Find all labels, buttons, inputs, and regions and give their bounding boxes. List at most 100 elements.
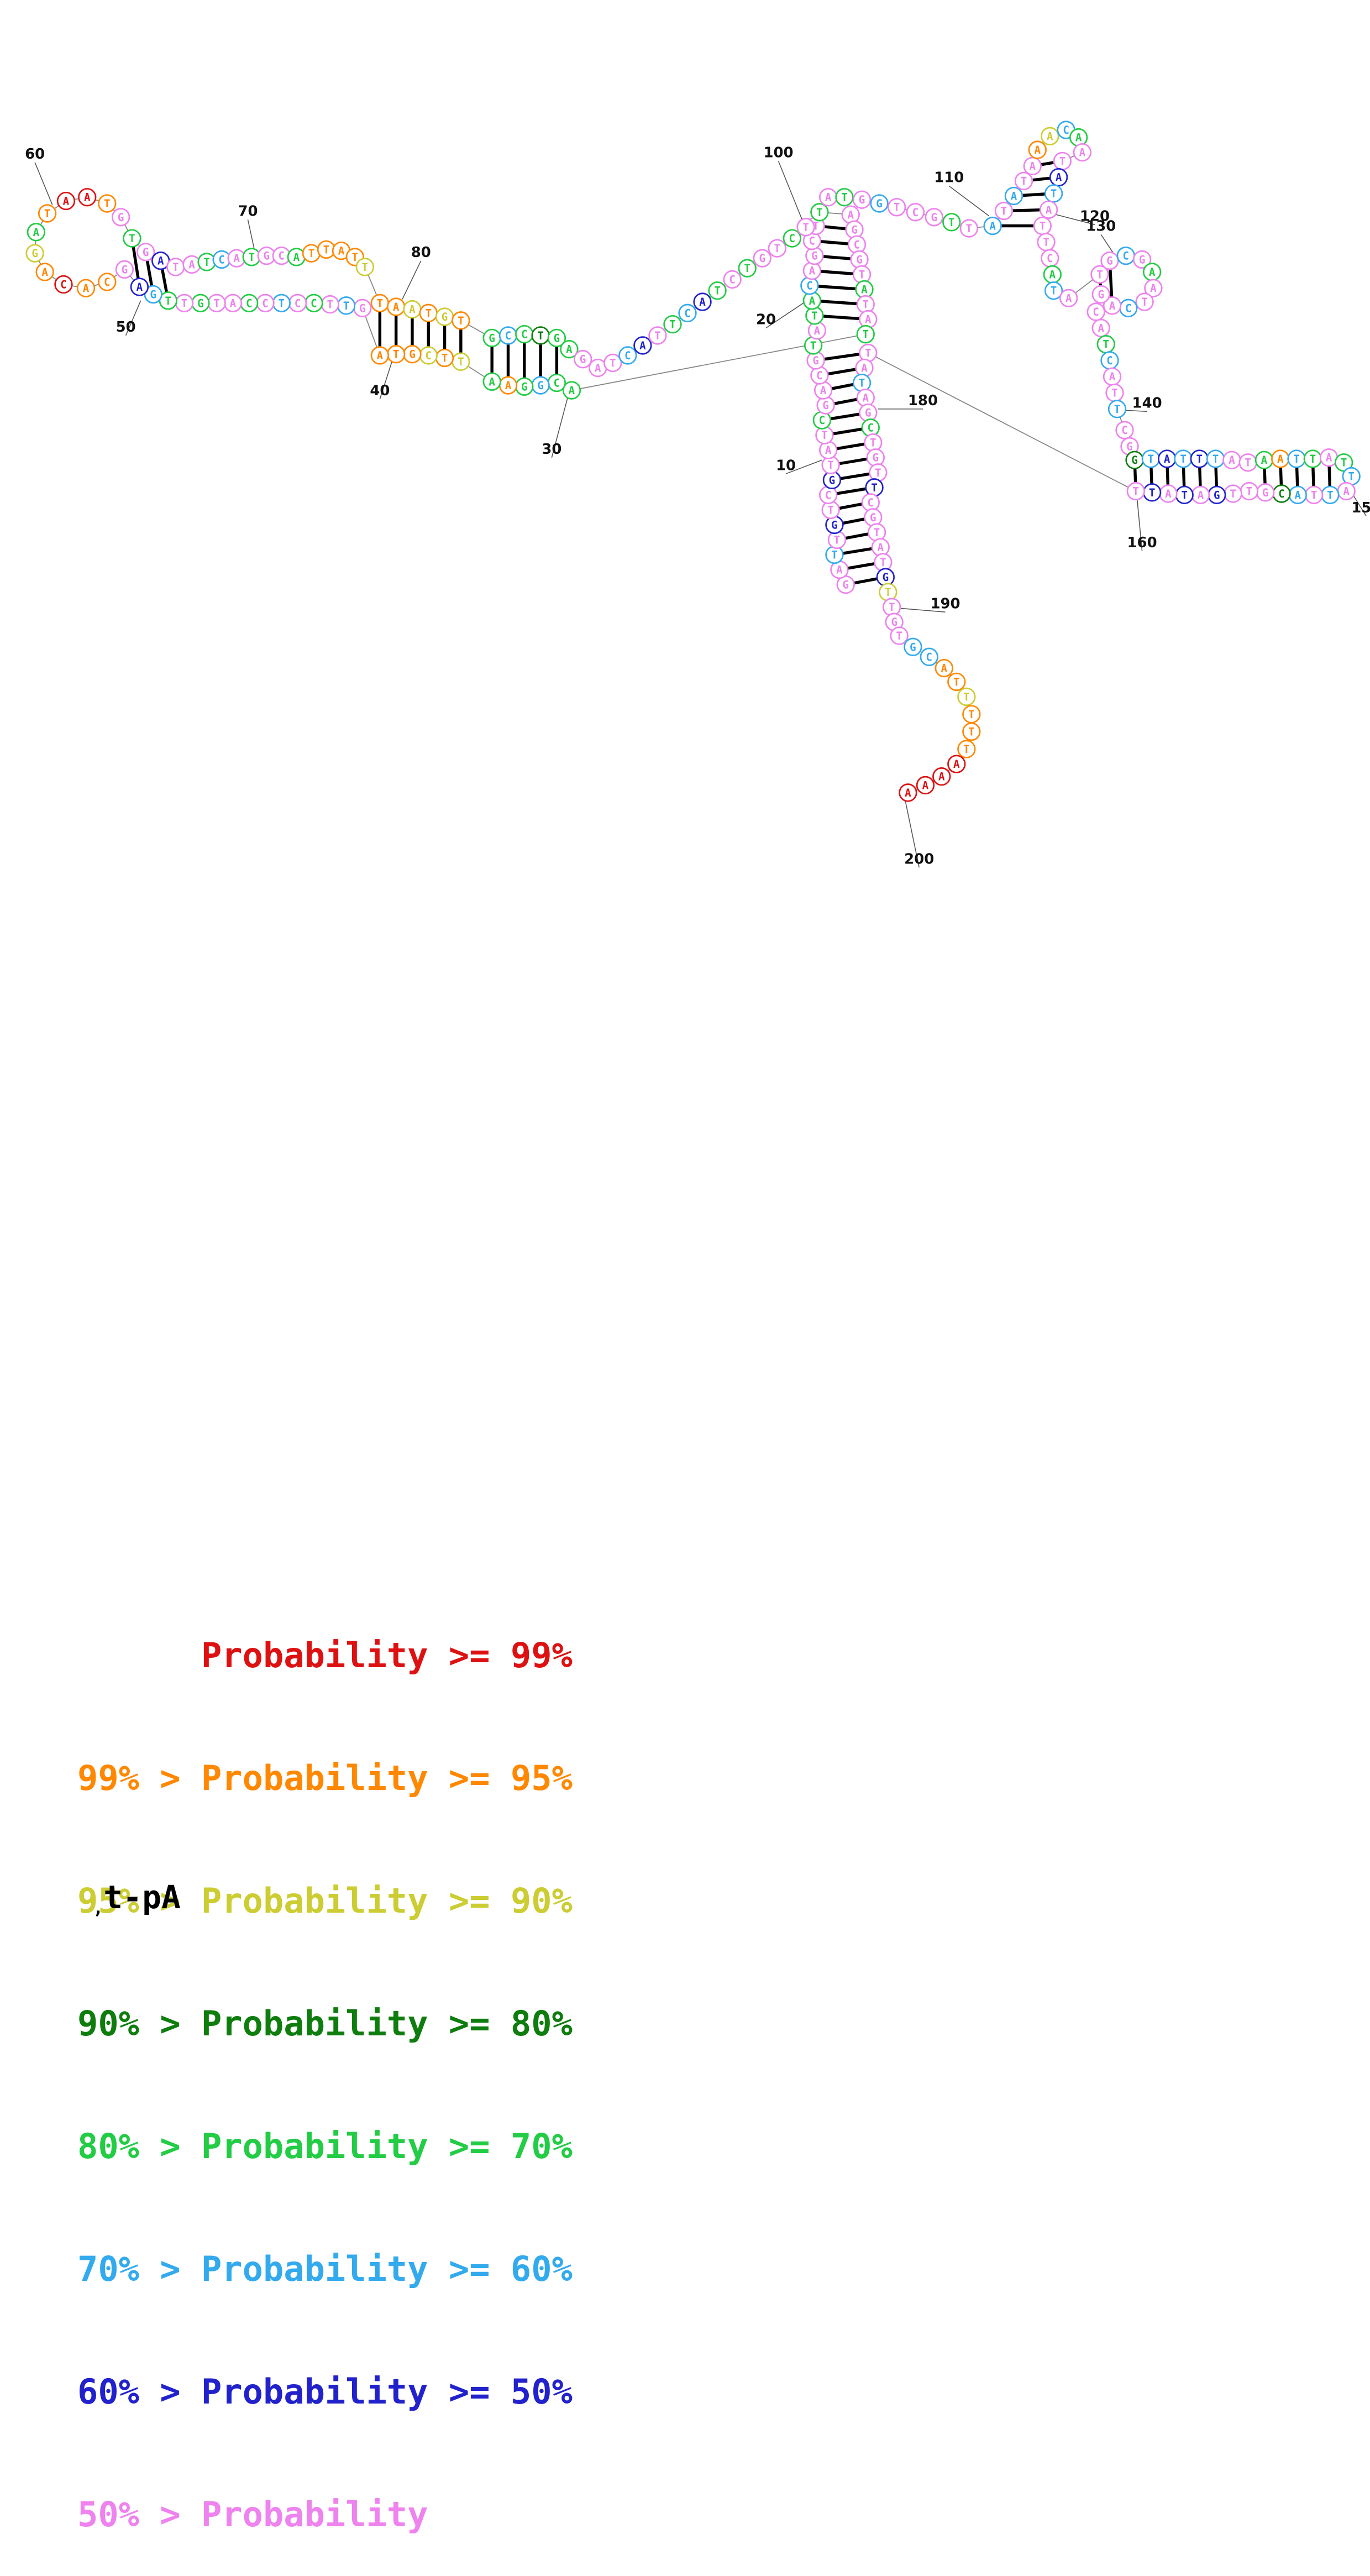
nucleotide-letter: G <box>143 246 149 259</box>
nucleotide-letter: A <box>293 251 300 264</box>
nucleotide-letter: G <box>537 379 544 392</box>
position-label: 180 <box>908 392 938 409</box>
nucleotide-letter: T <box>1051 285 1057 297</box>
nucleotide-letter: T <box>213 297 220 310</box>
nucleotide-letter: A <box>825 444 832 457</box>
nucleotide-letter: G <box>931 211 937 224</box>
nucleotide-letter: T <box>1040 220 1046 233</box>
nucleotide-letter: T <box>1103 338 1109 351</box>
nucleotide-letter: T <box>44 207 51 220</box>
nucleotide-circle <box>887 198 906 217</box>
nucleotide-letter: G <box>851 223 858 236</box>
nucleotide-letter: T <box>104 197 111 210</box>
nucleotide-letter: T <box>393 348 400 361</box>
nucleotide-letter: A <box>489 375 495 388</box>
nucleotide-letter: G <box>876 197 883 210</box>
nucleotide-letter: A <box>83 282 90 295</box>
legend-line-60: 70% > Probability >= 60% <box>77 2249 573 2289</box>
label-leader-line <box>125 300 141 336</box>
nucleotide-letter: T <box>308 247 315 260</box>
label-leader-line <box>900 608 946 612</box>
nucleotide-letter: T <box>774 242 781 255</box>
nucleotide-circle <box>1044 281 1063 300</box>
nucleotide-circle <box>574 350 592 369</box>
nucleotide-letter: T <box>1348 470 1355 483</box>
nucleotide-circle <box>78 188 97 207</box>
nucleotide-letter: T <box>812 220 819 233</box>
nucleotide-letter: T <box>831 549 838 562</box>
nucleotide-letter: C <box>789 232 796 245</box>
nucleotide-letter: G <box>1131 454 1138 467</box>
nucleotide-letter: T <box>1133 485 1140 498</box>
legend-line-90: 95% > Probability >= 90% <box>77 1881 573 1921</box>
nucleotide-circle <box>1107 400 1127 418</box>
nucleotide-letter: T <box>1148 453 1154 465</box>
nucleotide-circle <box>56 191 76 211</box>
nucleotide-circle <box>1041 127 1059 145</box>
label-leader-line <box>247 219 255 249</box>
nucleotide-letter: A <box>33 226 40 239</box>
nucleotide-letter: T <box>1341 457 1347 469</box>
nucleotide-letter: T <box>1293 453 1300 465</box>
label-leader-line <box>379 360 393 400</box>
nucleotide-letter: T <box>744 262 750 275</box>
position-label: 110 <box>934 170 964 186</box>
nucleotide-letter: C <box>926 651 932 663</box>
nucleotide-letter: A <box>377 349 384 362</box>
nucleotide-letter: G <box>829 474 836 486</box>
nucleotide-letter: C <box>104 276 111 289</box>
position-label: 50 <box>116 319 136 336</box>
nucleotide-letter: T <box>165 295 171 307</box>
legend-line-70: 80% > Probability >= 70% <box>77 2126 573 2166</box>
nucleotide-letter: T <box>610 357 616 369</box>
nucleotide-letter: T <box>885 586 891 599</box>
nucleotide-letter: T <box>863 299 869 311</box>
nucleotide-circle <box>932 767 951 786</box>
nucleotide-circle <box>1004 186 1023 206</box>
nucleotide-letter: A <box>137 281 143 294</box>
position-label: 10 <box>776 457 796 474</box>
nucleotide-letter: G <box>1098 289 1104 301</box>
nucleotide-letter: A <box>953 758 960 771</box>
position-label: 100 <box>763 145 793 161</box>
nucleotide-letter: T <box>1114 403 1121 416</box>
nucleotide-circle <box>25 244 44 263</box>
nucleotide-circle <box>54 275 73 294</box>
nucleotide-letter: C <box>554 377 560 390</box>
nucleotide-letter: A <box>820 384 827 397</box>
nucleotide-letter: C <box>825 489 832 501</box>
nucleotide-letter: C <box>311 297 317 310</box>
nucleotide-letter: T <box>362 261 369 274</box>
nucleotide-letter: G <box>1126 440 1133 453</box>
nucleotide-circle <box>1103 296 1122 315</box>
nucleotide-letter: A <box>878 541 884 554</box>
nucleotide-letter: A <box>1261 454 1268 467</box>
nucleotide-circle <box>947 672 966 692</box>
nucleotide-letter: A <box>233 252 240 265</box>
nucleotide-circle <box>115 260 134 279</box>
label-leader-line <box>1136 499 1143 551</box>
nucleotide-letter: T <box>442 352 448 364</box>
nucleotide-letter: G <box>883 571 889 584</box>
nucleotide-circle <box>810 203 829 222</box>
nucleotide-letter: G <box>554 332 560 344</box>
nucleotide-letter: G <box>812 354 819 367</box>
nucleotide-letter: C <box>912 206 919 219</box>
nucleotide-letter: C <box>1106 354 1113 367</box>
nucleotide-letter: C <box>1093 306 1099 318</box>
nucleotide-letter: C <box>425 349 432 362</box>
nucleotide-letter: T <box>1196 453 1203 465</box>
nucleotide-circle <box>560 340 579 359</box>
nucleotide-circle <box>1132 250 1152 269</box>
nucleotide-letter: T <box>129 232 135 245</box>
nucleotide-letter: T <box>953 676 960 688</box>
nucleotide-letter: C <box>218 253 225 266</box>
nucleotide-letter: C <box>809 235 816 248</box>
nucleotide-circle <box>957 687 976 706</box>
nucleotide-letter: T <box>1212 453 1219 465</box>
nucleotide-letter: T <box>377 297 384 310</box>
nucleotide-letter: G <box>264 250 270 263</box>
nucleotide-letter: T <box>859 268 865 281</box>
label-leader-line <box>1056 214 1095 226</box>
label-leader-line <box>785 459 822 474</box>
